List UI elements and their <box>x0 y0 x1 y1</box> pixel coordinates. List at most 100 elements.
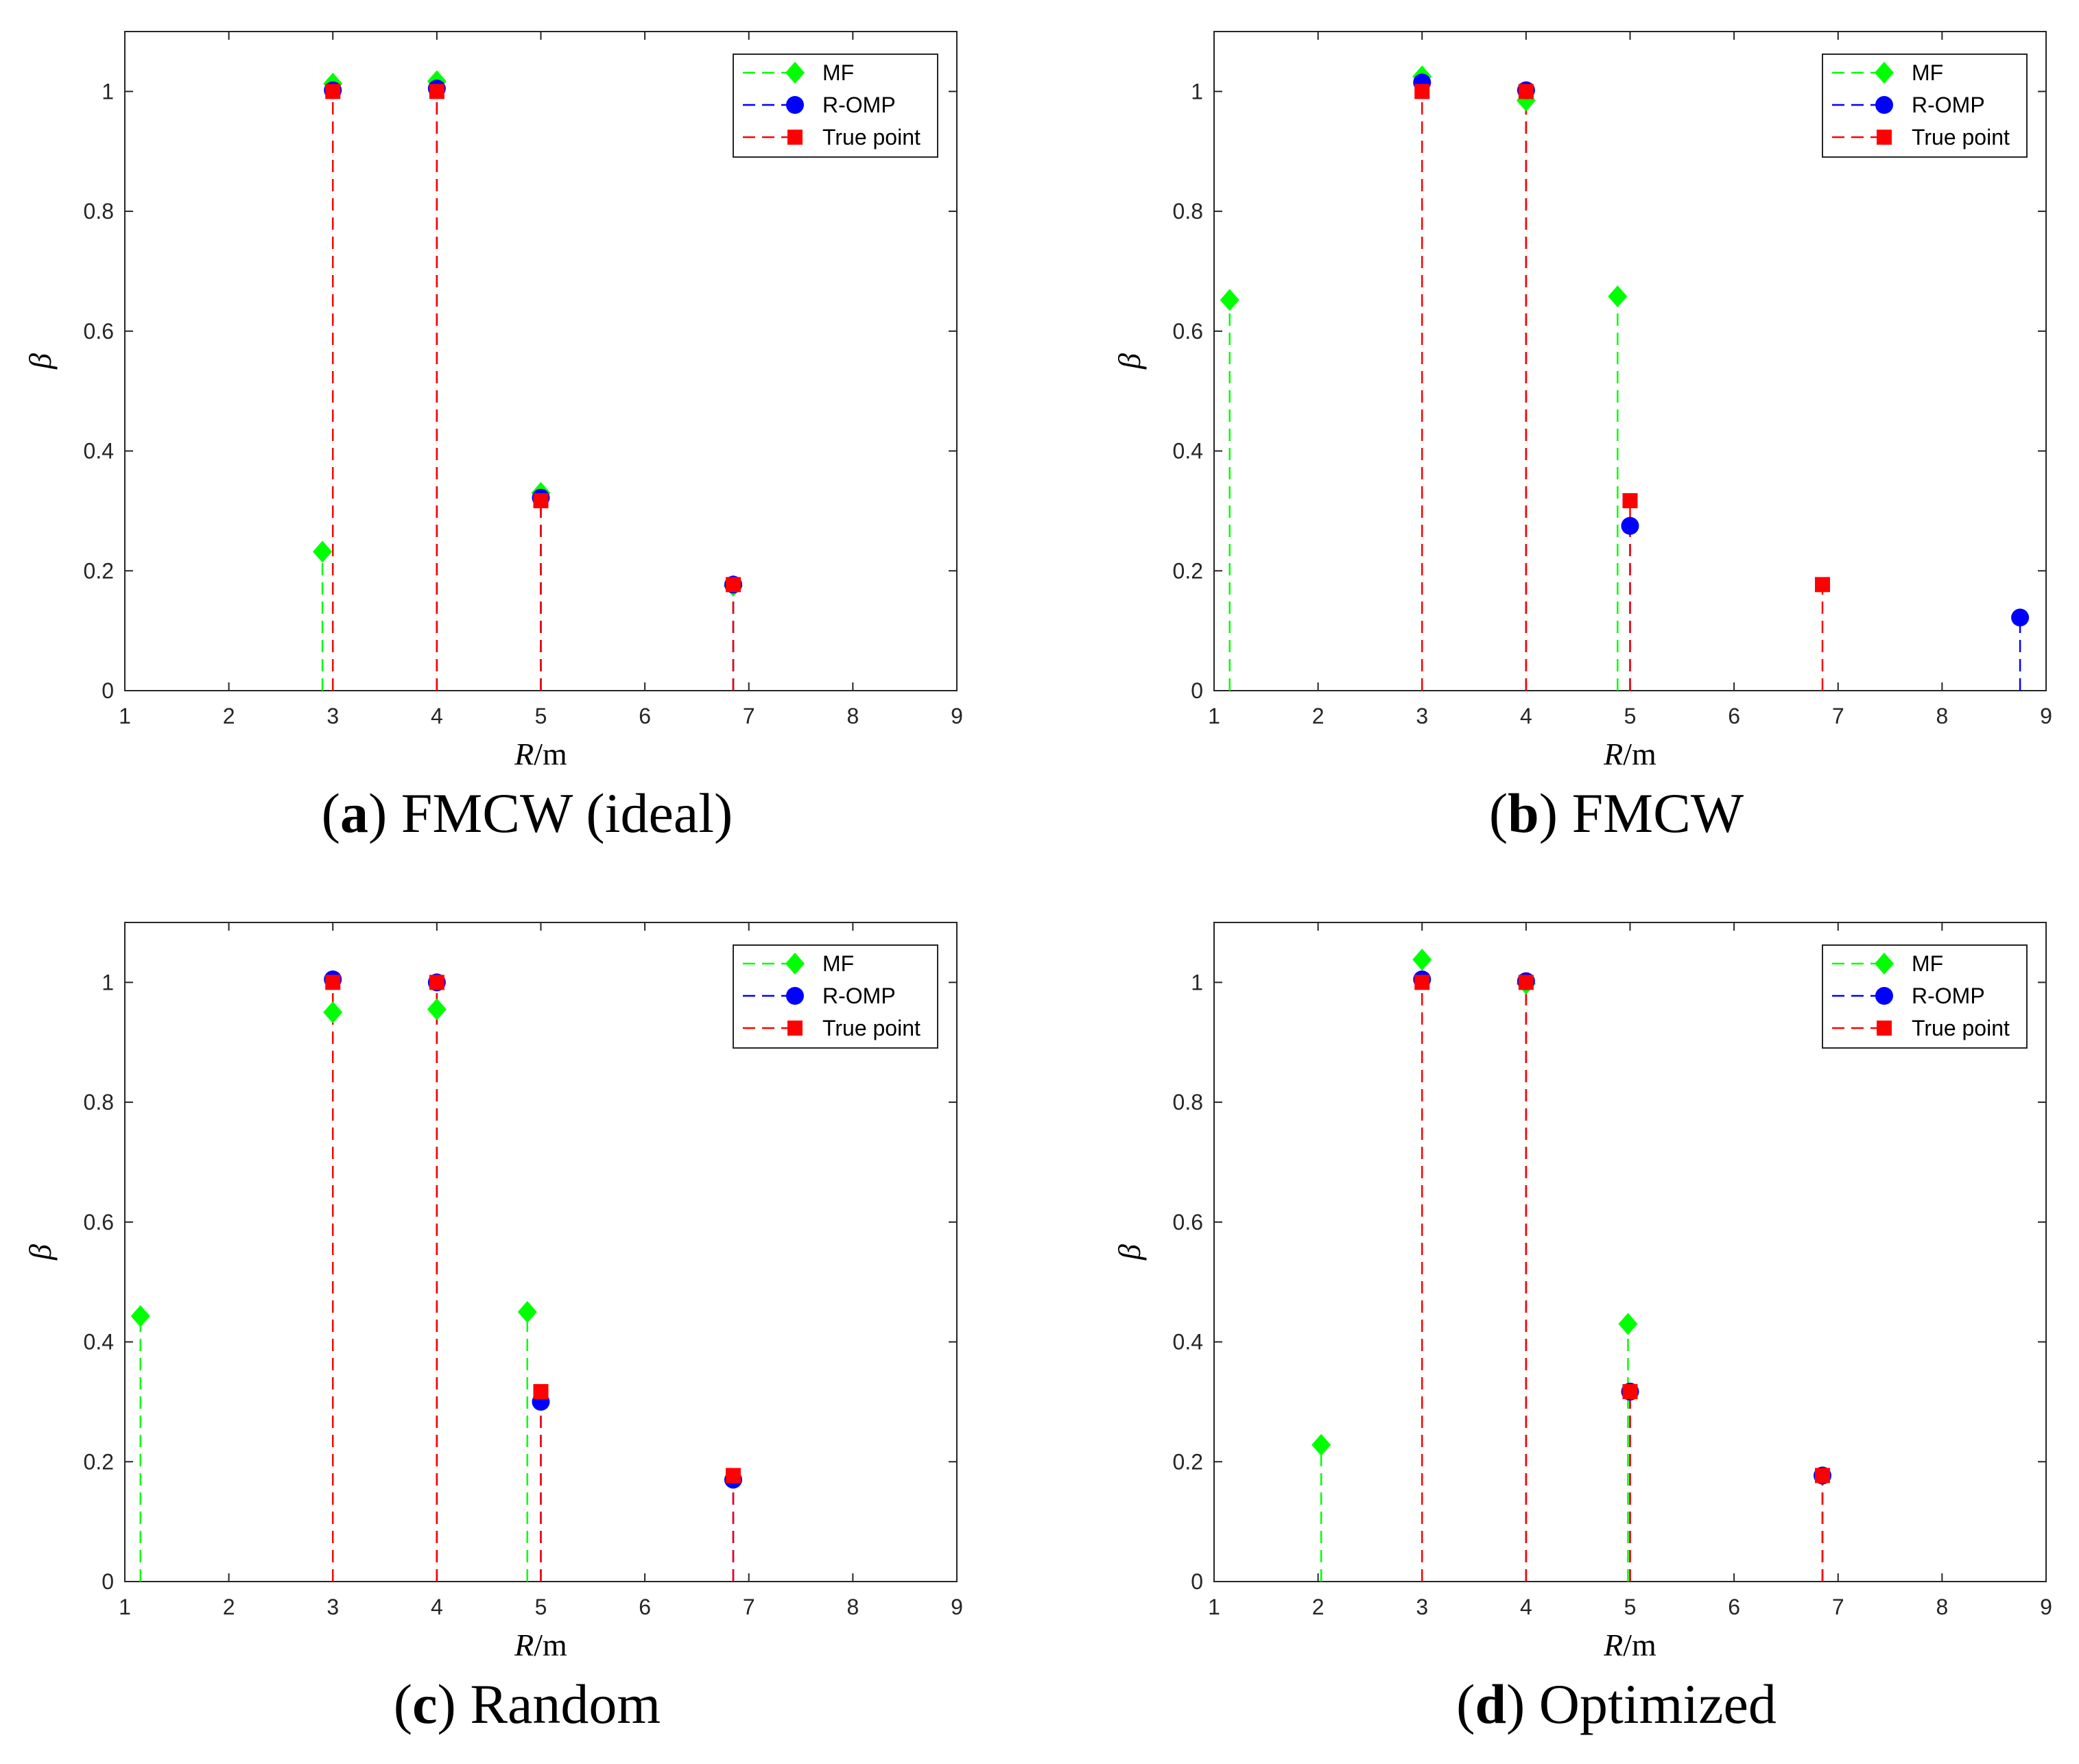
x-tick-label: 8 <box>1936 704 1948 728</box>
x-tick-label: 2 <box>223 704 235 728</box>
y-tick-label: 1 <box>1191 970 1203 994</box>
legend-label-true: True point <box>822 1016 920 1040</box>
stem-marker-mf <box>1412 949 1432 971</box>
x-tick-label: 5 <box>1624 1595 1637 1619</box>
caption-paren-close: ) <box>1539 782 1572 844</box>
y-axis-label: β <box>1112 353 1147 370</box>
x-tick-label: 2 <box>1312 704 1324 728</box>
x-axis-label-var: R <box>514 737 534 772</box>
caption-text: FMCW <box>1572 782 1744 844</box>
x-tick-label: 5 <box>535 1595 547 1619</box>
caption-text: Optimized <box>1539 1673 1777 1735</box>
chart-panel-c: 1 2 3 4 5 6 7 8 9 0 0.2 0.4 0.6 0.8 1 R/m β MF R-OMP True p… <box>23 922 963 1735</box>
x-axis-label: R/m <box>1603 1628 1656 1662</box>
x-tick-label: 1 <box>1208 1595 1220 1619</box>
x-tick-label: 6 <box>639 704 651 728</box>
stem-marker-mf <box>130 1304 150 1327</box>
legend-label-romp: R-OMP <box>822 93 896 117</box>
legend-marker-romp <box>786 96 804 114</box>
y-tick-label: 0 <box>102 1569 114 1594</box>
caption-paren-open: ( <box>1456 1673 1475 1735</box>
legend-label-mf: MF <box>822 951 854 976</box>
stem-marker-mf <box>1608 285 1628 308</box>
legend-label-mf: MF <box>1912 951 1943 976</box>
x-tick-label: 3 <box>1416 1595 1428 1619</box>
legend-marker-true <box>787 1021 803 1036</box>
stem-marker-true <box>1414 975 1430 990</box>
legend: MF R-OMP True point <box>733 53 938 158</box>
legend-marker-mf <box>785 953 805 975</box>
caption-letter: a <box>340 782 368 844</box>
y-tick-label: 0.6 <box>84 319 114 344</box>
stem-marker-true <box>1622 1384 1638 1400</box>
x-tick-label: 9 <box>2040 1595 2052 1619</box>
legend-marker-romp <box>1875 96 1893 114</box>
x-tick-label: 6 <box>639 1595 651 1619</box>
stem-marker-mf <box>517 1300 537 1323</box>
chart-panel-a: 1 2 3 4 5 6 7 8 9 0 0.2 0.4 0.6 0.8 1 R/m β MF R-OMP True p… <box>23 31 963 844</box>
caption-paren-open: ( <box>394 1673 412 1735</box>
x-axis-label-var: R <box>1603 737 1623 772</box>
y-tick-label: 0.2 <box>84 1449 114 1474</box>
stem-marker-true <box>429 975 444 990</box>
legend: MF R-OMP True point <box>733 944 938 1049</box>
y-tick-label: 0 <box>102 678 114 703</box>
y-tick-label: 1 <box>102 79 114 104</box>
legend-marker-romp <box>1875 987 1893 1005</box>
x-tick-label: 4 <box>1520 1595 1532 1619</box>
legend-marker-true <box>1877 1021 1892 1036</box>
stem-marker-mf <box>1618 1313 1638 1335</box>
y-tick-label: 0.2 <box>84 558 114 583</box>
y-tick-label: 1 <box>1191 79 1203 104</box>
stem-marker-mf <box>323 1001 343 1024</box>
x-tick-label: 9 <box>951 704 963 728</box>
x-axis-label: R/m <box>514 737 567 772</box>
stem-marker-mf <box>1220 289 1239 311</box>
legend-label-true: True point <box>822 125 920 150</box>
x-axis-label-unit: /m <box>1623 737 1656 772</box>
x-tick-label: 3 <box>326 1595 339 1619</box>
stem-marker-true <box>533 493 549 509</box>
caption-text: FMCW (ideal) <box>401 782 733 844</box>
legend-marker-true <box>1877 130 1892 145</box>
legend-marker-mf <box>1875 953 1894 975</box>
y-tick-label: 0.4 <box>1173 1330 1203 1355</box>
x-axis-label: R/m <box>1603 737 1656 772</box>
x-axis-label-unit: /m <box>1623 1628 1656 1662</box>
stem-marker-true <box>1518 975 1534 990</box>
y-tick-label: 0 <box>1191 1569 1203 1594</box>
stem-marker-mf <box>1311 1433 1331 1456</box>
x-tick-label: 4 <box>431 1595 443 1619</box>
x-tick-label: 4 <box>1520 704 1532 728</box>
x-tick-label: 7 <box>743 704 755 728</box>
legend-marker-mf <box>785 62 805 84</box>
x-tick-label: 8 <box>846 704 859 728</box>
legend: MF R-OMP True point <box>1822 53 2028 158</box>
legend-label-true: True point <box>1912 125 2010 150</box>
y-axis-label: β <box>23 353 58 370</box>
legend-label-mf: MF <box>1912 60 1943 85</box>
y-tick-label: 0.8 <box>84 199 114 224</box>
caption-paren-open: ( <box>1489 782 1508 844</box>
y-tick-label: 0.4 <box>84 1330 114 1355</box>
caption-letter: c <box>412 1673 437 1735</box>
x-tick-label: 2 <box>223 1595 235 1619</box>
stem-marker-true <box>429 84 444 99</box>
x-tick-label: 3 <box>1416 704 1428 728</box>
x-tick-label: 8 <box>1936 1595 1948 1619</box>
legend-marker-romp <box>786 987 804 1005</box>
y-tick-label: 0.2 <box>1173 558 1203 583</box>
stem-marker-true <box>1622 493 1638 509</box>
stem-marker-true <box>325 975 341 990</box>
x-tick-label: 1 <box>119 704 131 728</box>
stem-marker-true <box>1815 1468 1831 1483</box>
x-axis-label: R/m <box>514 1628 567 1662</box>
x-tick-label: 8 <box>846 1595 859 1619</box>
y-tick-label: 1 <box>102 970 114 994</box>
x-tick-label: 1 <box>1208 704 1220 728</box>
y-tick-label: 0 <box>1191 678 1203 703</box>
caption-letter: b <box>1508 782 1539 844</box>
x-tick-label: 1 <box>119 1595 131 1619</box>
x-tick-label: 2 <box>1312 1595 1324 1619</box>
